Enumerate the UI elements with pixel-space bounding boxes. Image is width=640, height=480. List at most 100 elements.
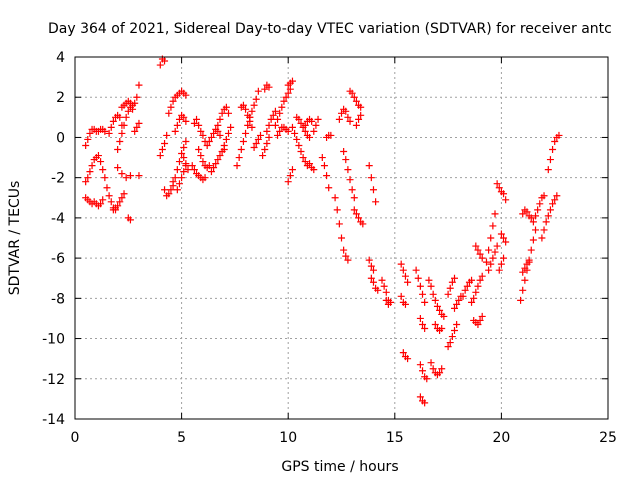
data-point [293, 135, 301, 143]
data-point [250, 144, 258, 151]
data-point [103, 184, 111, 192]
data-point [214, 127, 222, 135]
data-point [495, 184, 503, 192]
data-point [248, 107, 256, 115]
data-point [453, 320, 461, 328]
data-point [355, 115, 363, 123]
data-point [519, 268, 527, 276]
data-point [114, 202, 122, 210]
data-point [135, 172, 143, 180]
data-point [301, 158, 309, 166]
data-point [284, 89, 292, 97]
data-point [440, 312, 448, 320]
data-point [555, 131, 563, 139]
data-point [265, 133, 273, 141]
data-point [546, 206, 554, 214]
data-point [521, 276, 529, 284]
data-point [222, 103, 230, 111]
data-point [359, 220, 367, 228]
data-point [478, 312, 486, 320]
data-point [254, 87, 262, 95]
data-point [84, 174, 92, 182]
data-point [497, 260, 505, 268]
data-point [342, 107, 350, 115]
data-point [350, 206, 358, 214]
data-point [135, 119, 143, 127]
data-point [84, 135, 92, 143]
data-point [369, 186, 377, 194]
data-point [118, 170, 126, 178]
data-point [212, 160, 220, 168]
data-point [346, 176, 354, 184]
data-point [436, 369, 444, 377]
data-point [182, 137, 190, 145]
data-point [551, 196, 559, 204]
data-point [299, 154, 307, 162]
data-point [380, 282, 388, 290]
data-point [178, 150, 186, 158]
data-point [342, 252, 350, 260]
data-point [485, 266, 493, 274]
data-point [308, 117, 316, 125]
data-point [421, 298, 429, 306]
data-point [448, 333, 456, 341]
data-point [210, 164, 218, 172]
data-point [369, 266, 377, 274]
data-point [235, 154, 243, 162]
data-point [252, 95, 260, 103]
data-point [374, 286, 382, 294]
data-point [448, 278, 456, 286]
data-point [227, 123, 235, 131]
data-point [497, 230, 505, 238]
data-point [239, 101, 247, 109]
data-point [500, 234, 508, 242]
data-point [335, 115, 343, 123]
y-tick-label: -4 [51, 211, 65, 227]
x-tick-label: 10 [279, 430, 297, 446]
data-point [532, 226, 540, 234]
data-point [446, 339, 454, 347]
y-tick-label: 4 [56, 50, 65, 66]
data-point [427, 282, 435, 290]
data-point [478, 254, 486, 262]
data-point [429, 365, 437, 373]
data-point [116, 137, 124, 145]
data-point [502, 196, 510, 204]
data-point [214, 121, 222, 129]
data-point [416, 393, 424, 401]
data-point [105, 129, 113, 137]
data-point [553, 192, 561, 200]
data-point [348, 89, 356, 97]
data-point [158, 146, 166, 154]
data-point [419, 367, 427, 375]
data-point [534, 206, 542, 214]
data-point [542, 218, 550, 226]
data-point [327, 131, 335, 139]
y-tick-label: -2 [51, 171, 65, 187]
data-point [171, 174, 179, 182]
data-point [220, 141, 228, 149]
x-tick-label: 0 [71, 430, 80, 446]
data-point [331, 194, 339, 202]
data-point [425, 276, 433, 284]
data-point [190, 119, 198, 127]
data-point [261, 146, 269, 154]
data-point [401, 272, 409, 280]
data-point [540, 192, 548, 200]
data-point [306, 133, 314, 141]
data-point [167, 186, 175, 194]
data-point [214, 156, 222, 164]
data-point [216, 115, 224, 123]
data-point [284, 127, 292, 135]
data-point [470, 294, 478, 302]
data-point [431, 296, 439, 304]
data-point [500, 190, 508, 198]
data-point [265, 83, 273, 91]
data-point [97, 200, 105, 208]
data-point [450, 274, 458, 282]
data-point [536, 200, 544, 208]
data-point [519, 286, 527, 294]
data-point [404, 278, 412, 286]
data-point [165, 190, 173, 198]
data-point [549, 146, 557, 154]
